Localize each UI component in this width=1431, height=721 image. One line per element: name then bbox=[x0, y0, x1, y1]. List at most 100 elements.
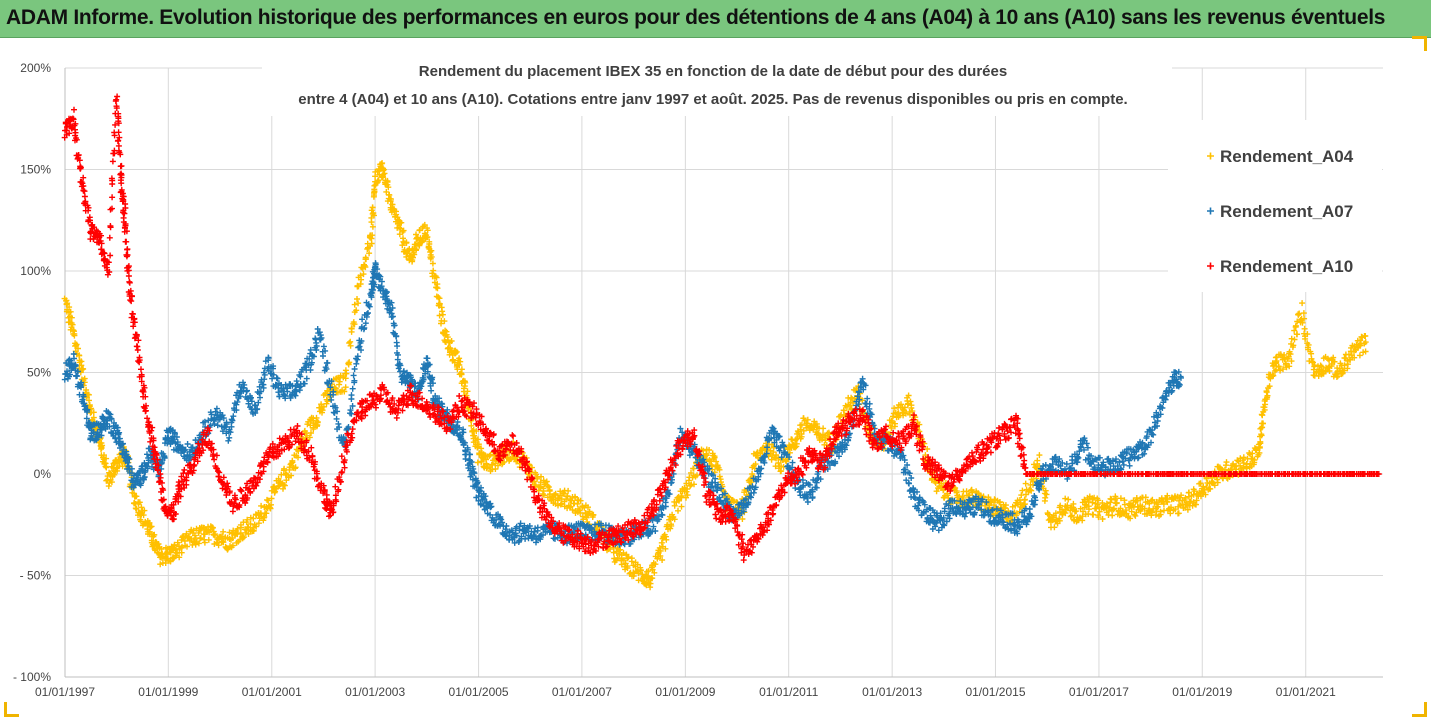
data-point bbox=[464, 388, 471, 395]
data-point bbox=[752, 461, 759, 468]
data-point bbox=[621, 557, 627, 564]
data-point bbox=[357, 281, 364, 287]
data-point bbox=[263, 510, 270, 517]
data-point bbox=[684, 492, 691, 499]
data-point bbox=[265, 497, 272, 504]
header-banner: ADAM Informe. Evolution historique des p… bbox=[0, 0, 1431, 38]
data-point bbox=[388, 196, 394, 203]
data-point bbox=[69, 321, 76, 328]
data-point bbox=[501, 458, 508, 465]
data-point bbox=[652, 561, 659, 568]
data-point bbox=[492, 466, 499, 472]
data-point bbox=[133, 505, 140, 512]
data-point bbox=[649, 566, 656, 573]
data-point bbox=[126, 279, 133, 286]
data-point bbox=[324, 388, 331, 395]
data-point bbox=[624, 565, 631, 571]
data-point bbox=[115, 110, 122, 117]
data-point bbox=[158, 551, 165, 558]
data-point bbox=[348, 392, 355, 399]
data-point bbox=[229, 542, 236, 549]
y-tick-label: 150% bbox=[20, 163, 51, 177]
data-point bbox=[657, 547, 664, 554]
data-point bbox=[268, 495, 275, 502]
data-point bbox=[401, 246, 408, 253]
data-point bbox=[85, 391, 92, 398]
data-point bbox=[320, 403, 327, 410]
data-point bbox=[1036, 452, 1043, 459]
data-point bbox=[473, 428, 480, 435]
data-point bbox=[1356, 352, 1363, 359]
data-point bbox=[456, 362, 463, 368]
data-point bbox=[108, 479, 115, 486]
data-point bbox=[118, 162, 125, 169]
data-point bbox=[671, 516, 678, 523]
data-point bbox=[428, 247, 435, 254]
data-point bbox=[423, 234, 430, 241]
data-point bbox=[1126, 462, 1133, 469]
data-point bbox=[370, 210, 377, 216]
data-point bbox=[671, 502, 678, 509]
data-point bbox=[503, 523, 510, 529]
data-point bbox=[183, 530, 190, 537]
x-tick-label: 01/01/2003 bbox=[345, 685, 405, 699]
data-point bbox=[134, 347, 141, 353]
data-point bbox=[703, 452, 710, 459]
data-point bbox=[219, 533, 225, 540]
data-point bbox=[474, 444, 481, 451]
data-point bbox=[136, 499, 143, 506]
data-point bbox=[288, 472, 295, 479]
data-point bbox=[1175, 510, 1182, 517]
data-point bbox=[90, 409, 97, 416]
data-point bbox=[71, 106, 77, 113]
x-tick-label: 01/01/2011 bbox=[759, 685, 818, 699]
data-point bbox=[151, 531, 158, 538]
data-point bbox=[90, 414, 97, 421]
data-point bbox=[565, 487, 572, 494]
x-tick-label: 01/01/2005 bbox=[449, 685, 509, 699]
data-point bbox=[717, 476, 724, 483]
data-point bbox=[713, 458, 720, 465]
data-point bbox=[647, 584, 654, 591]
data-point bbox=[107, 224, 114, 231]
data-point bbox=[368, 219, 375, 226]
data-point bbox=[381, 170, 388, 177]
data-point bbox=[369, 232, 376, 239]
x-tick-label: 01/01/1997 bbox=[35, 685, 95, 699]
data-point bbox=[371, 186, 378, 193]
data-point bbox=[348, 328, 355, 335]
data-point bbox=[711, 453, 718, 460]
data-point bbox=[324, 398, 331, 405]
data-point bbox=[586, 508, 593, 515]
data-point bbox=[448, 338, 455, 344]
data-point bbox=[80, 366, 87, 372]
data-point bbox=[659, 557, 666, 563]
data-point bbox=[545, 484, 552, 490]
data-point bbox=[66, 304, 73, 311]
data-point bbox=[645, 568, 652, 575]
data-point bbox=[201, 539, 208, 546]
x-tick-label: 01/01/2021 bbox=[1276, 685, 1336, 699]
data-point bbox=[637, 567, 644, 573]
data-point bbox=[577, 510, 584, 516]
y-tick-label: 100% bbox=[20, 264, 51, 278]
data-point bbox=[188, 536, 195, 543]
data-point bbox=[114, 93, 121, 100]
data-point bbox=[1132, 512, 1139, 519]
data-point bbox=[729, 497, 736, 503]
data-point bbox=[426, 241, 433, 247]
data-point bbox=[428, 387, 435, 394]
data-point bbox=[369, 223, 376, 230]
data-point bbox=[353, 360, 360, 367]
data-point bbox=[366, 250, 373, 257]
data-point bbox=[74, 373, 81, 379]
data-point bbox=[313, 414, 320, 421]
data-point bbox=[1019, 487, 1026, 494]
data-point bbox=[540, 488, 547, 494]
data-point bbox=[292, 464, 299, 471]
data-point bbox=[78, 366, 85, 373]
data-point bbox=[557, 492, 564, 499]
data-point bbox=[557, 501, 564, 508]
data-point bbox=[107, 252, 114, 259]
